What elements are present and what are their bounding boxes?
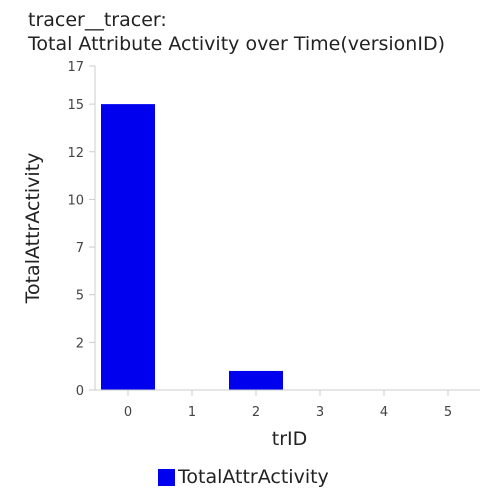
x-axis-title: trID: [272, 428, 308, 450]
y-tick-label: 10: [67, 193, 84, 208]
chart-title-line-2: Total Attribute Activity over Time(versi…: [28, 33, 445, 55]
x-tick-label: 3: [316, 405, 324, 420]
y-tick-label: 17: [67, 60, 84, 75]
y-tick-label: 12: [67, 146, 84, 161]
y-tick-label: 2: [76, 336, 84, 351]
chart-legend: TotalAttrActivity: [158, 466, 329, 488]
y-tick-label: 0: [76, 384, 84, 399]
x-tick-label: 0: [124, 405, 132, 420]
chart-title-line-1: tracer__tracer:: [28, 9, 167, 31]
legend-label: TotalAttrActivity: [178, 466, 329, 488]
bars-group: [101, 104, 283, 390]
x-ticks-group: 0 1 2 3 4 5: [124, 390, 452, 420]
x-tick-label: 2: [252, 405, 260, 420]
bar-0: [101, 104, 155, 390]
x-tick-label: 5: [444, 405, 452, 420]
x-tick-label: 4: [380, 405, 388, 420]
y-ticks-group: 0 2 5 7 10 12 15 17: [67, 60, 95, 399]
y-tick-label: 7: [76, 241, 84, 256]
axes-group: [94, 66, 480, 391]
bar-2: [229, 370, 283, 390]
chart-title: tracer__tracer: Total Attribute Activity…: [28, 8, 445, 56]
x-tick-label: 1: [188, 405, 196, 420]
y-tick-label: 15: [67, 98, 84, 113]
y-axis-title: TotalAttrActivity: [22, 153, 44, 305]
y-tick-label: 5: [76, 289, 84, 304]
legend-swatch: [158, 468, 175, 486]
